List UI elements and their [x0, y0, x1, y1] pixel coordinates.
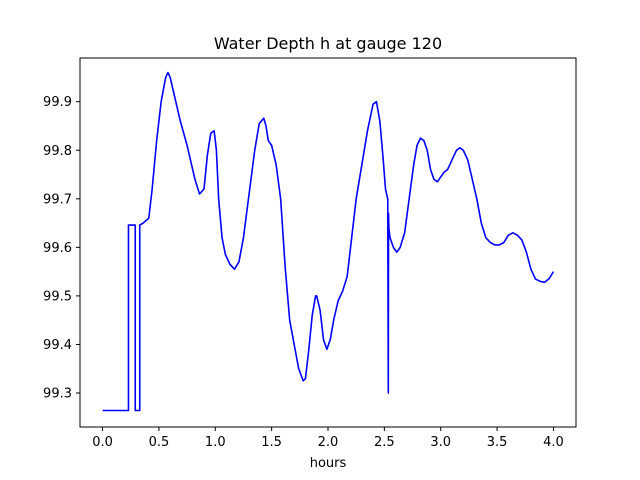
x-tick-label: 0.5	[149, 435, 170, 450]
y-tick-label: 99.8	[43, 144, 72, 159]
x-tick-label: 4.0	[543, 435, 564, 450]
y-tick-label: 99.4	[43, 338, 72, 353]
plot-frame	[79, 57, 577, 428]
y-tick-label: 99.3	[43, 387, 72, 402]
y-tick-label: 99.5	[43, 289, 72, 304]
x-tick-label: 1.0	[205, 435, 226, 450]
y-axis-ticks: 99.3 99.4 99.5 99.6 99.7 99.8 99.9	[43, 95, 80, 402]
x-axis-label: hours	[310, 456, 347, 471]
x-tick-label: 1.5	[261, 435, 282, 450]
plot-area	[102, 71, 555, 412]
y-tick-label: 99.6	[43, 241, 72, 256]
x-tick-label: 2.0	[318, 435, 339, 450]
x-axis-ticks: 0.0 0.5 1.0 1.5 2.0 2.5 3.0 3.5 4.0	[92, 427, 564, 450]
chart-title: Water Depth h at gauge 120	[214, 34, 442, 53]
x-tick-label: 3.5	[487, 435, 508, 450]
x-tick-label: 0.0	[92, 435, 113, 450]
x-tick-label: 2.5	[374, 435, 395, 450]
series-line-0	[102, 71, 555, 412]
x-tick-label: 3.0	[430, 435, 451, 450]
y-tick-label: 99.9	[43, 95, 72, 110]
y-tick-label: 99.7	[43, 192, 72, 207]
